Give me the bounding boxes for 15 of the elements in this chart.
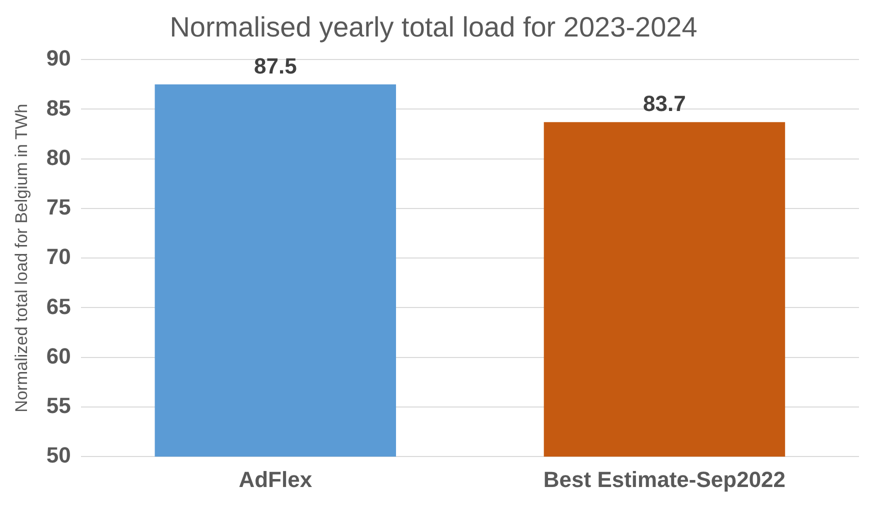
y-tick-label: 65	[46, 294, 71, 319]
data-label: 87.5	[254, 53, 297, 78]
y-tick-label: 55	[46, 393, 71, 418]
x-tick-label: AdFlex	[238, 466, 313, 492]
y-tick-label: 75	[46, 194, 71, 220]
y-tick-label: 80	[46, 144, 71, 170]
y-tick-label: 50	[46, 442, 71, 468]
data-label: 83.7	[643, 91, 686, 116]
chart-title: Normalised yearly total load for 2023-2024	[170, 12, 698, 43]
y-tick-label: 60	[46, 343, 71, 368]
y-axis-title: Normalized total load for Belgium in TWh	[12, 104, 31, 412]
y-tick-label: 70	[46, 244, 71, 270]
y-tick-label: 90	[46, 46, 71, 71]
x-tick-label: Best Estimate-Sep2022	[543, 466, 786, 492]
y-tick-label: 85	[46, 95, 71, 120]
